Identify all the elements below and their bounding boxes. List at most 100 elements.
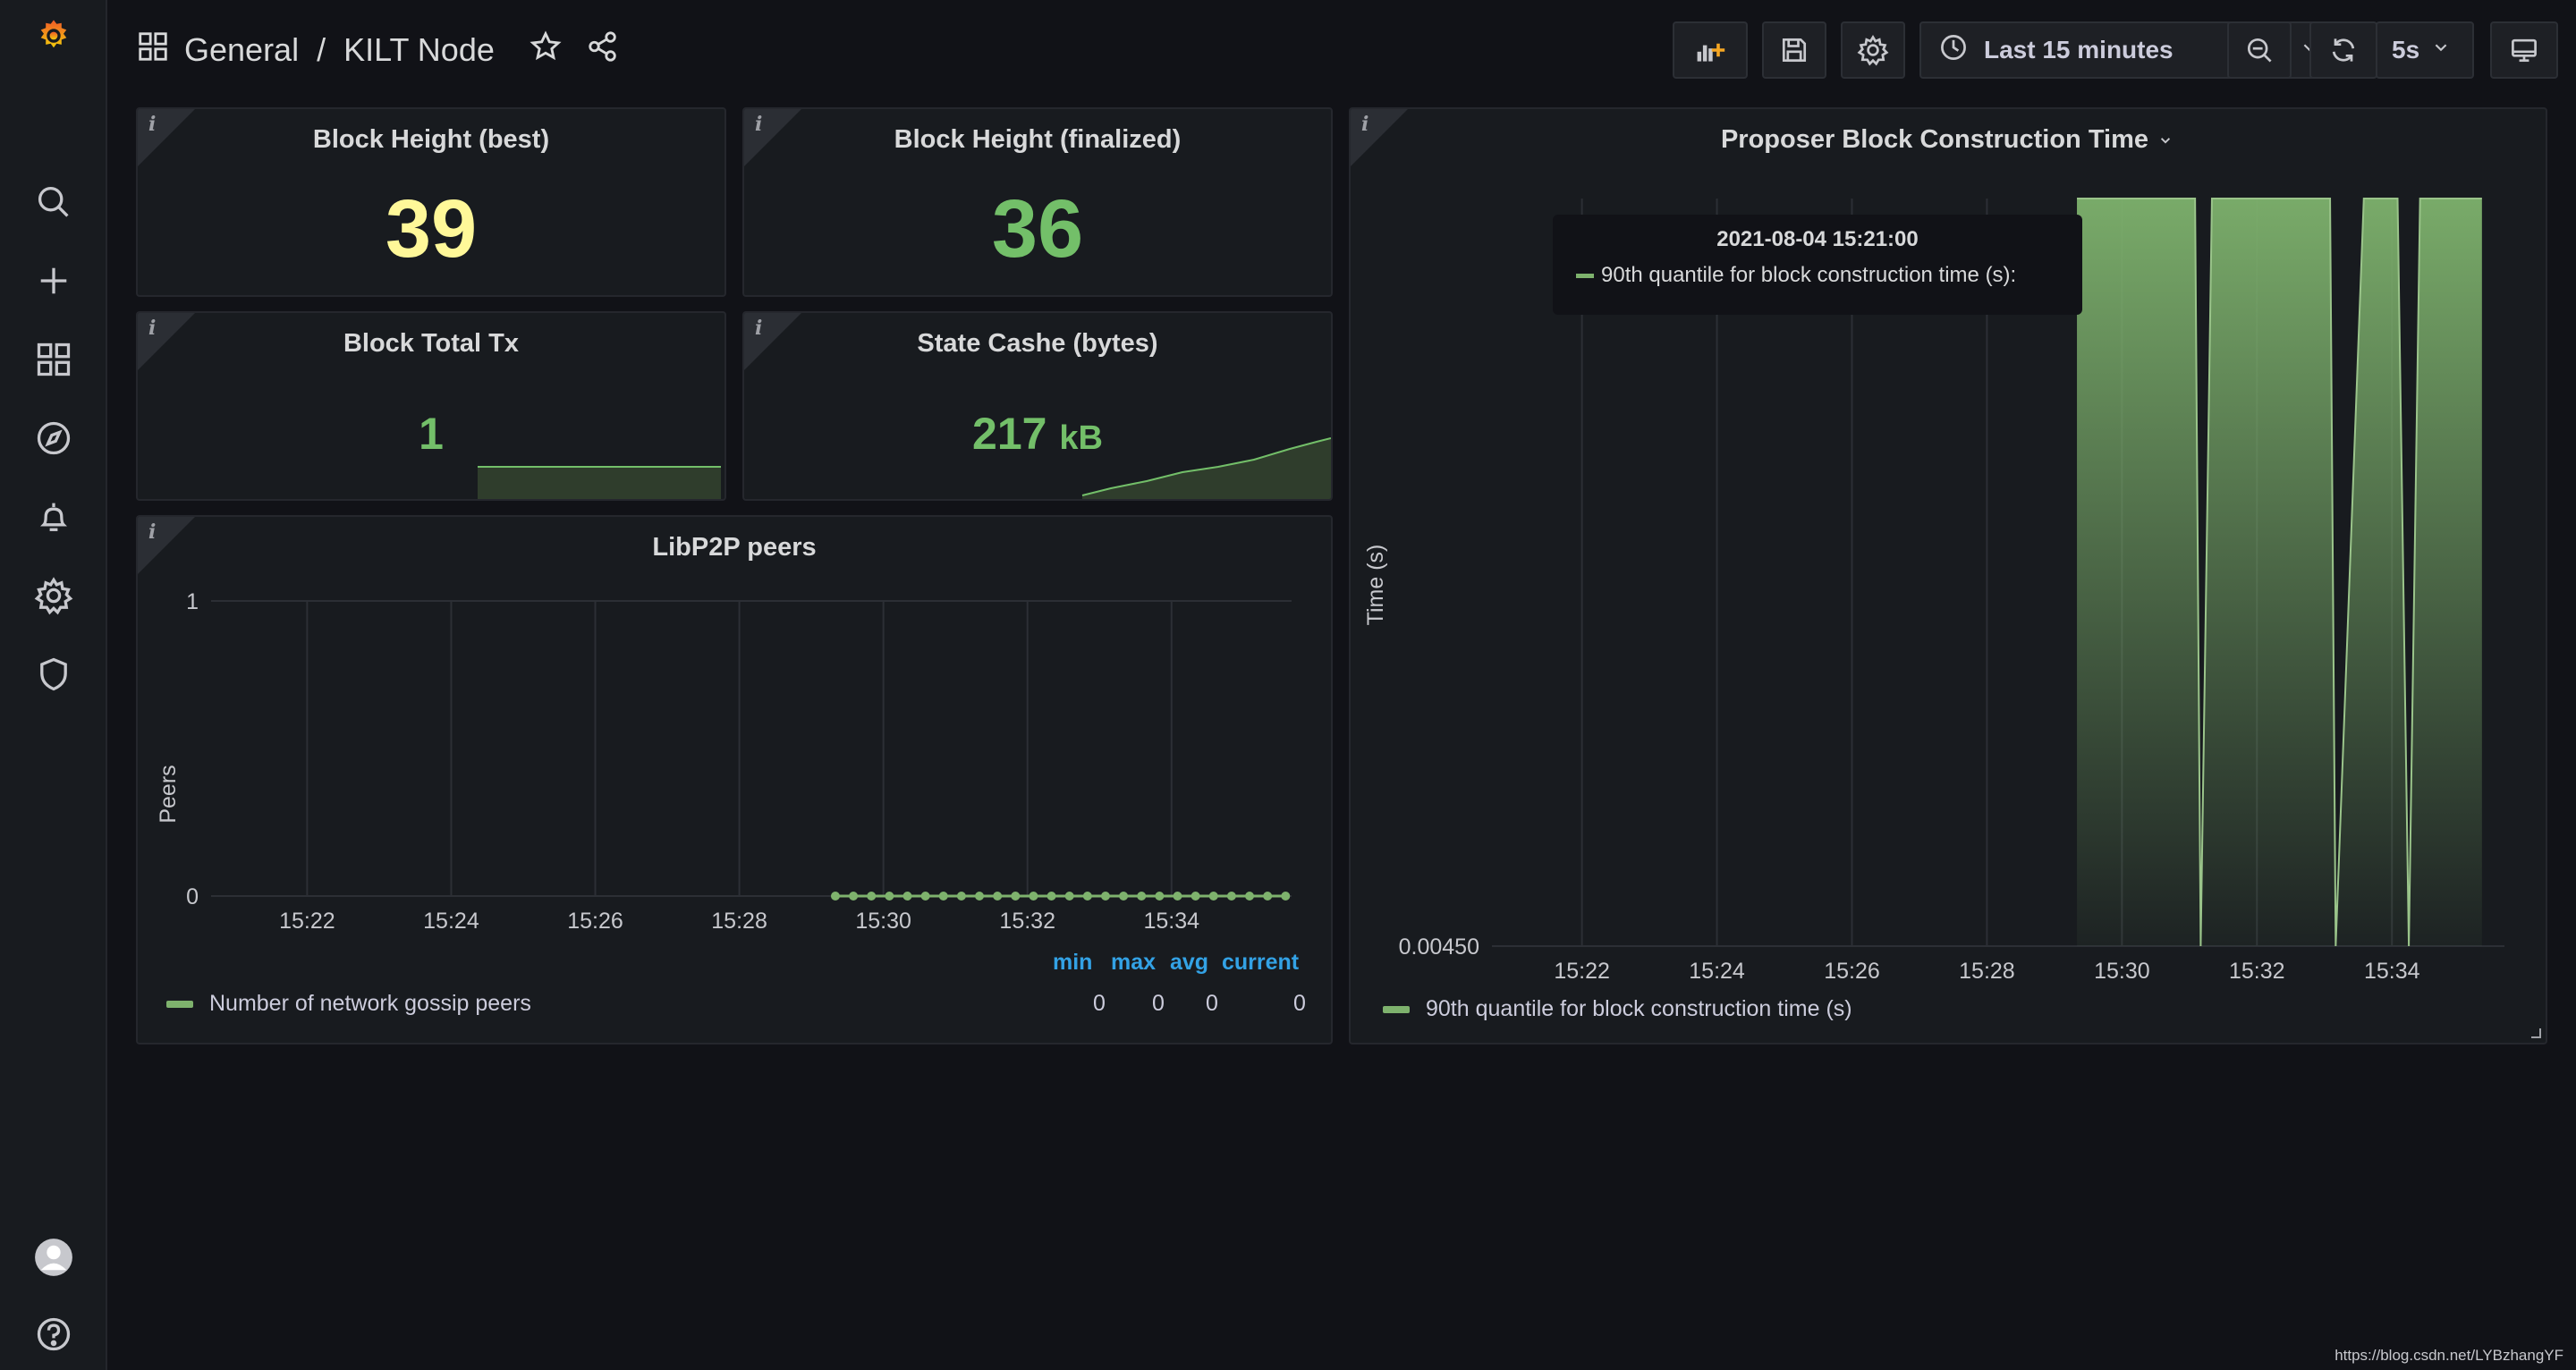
y-axis-label: Time (s) xyxy=(1363,545,1388,626)
panel-title[interactable]: LibP2P peers xyxy=(652,533,817,562)
tv-mode-button[interactable] xyxy=(2490,21,2558,79)
tooltip-series: 90th quantile for block construction tim… xyxy=(1601,263,2017,287)
dashboards-grid-icon xyxy=(136,30,170,72)
dashboard-settings-button[interactable] xyxy=(1841,21,1905,79)
x-tick-label: 15:24 xyxy=(423,909,479,934)
y-axis-label: Peers xyxy=(156,765,181,823)
panel-corner xyxy=(1351,109,1408,166)
x-tick-label: 15:28 xyxy=(711,909,767,934)
breadcrumb-separator: / xyxy=(317,31,326,68)
panel-corner xyxy=(744,109,801,166)
bell-icon[interactable] xyxy=(30,494,77,540)
zoom-out-button[interactable] xyxy=(2227,21,2292,79)
y-ticks: 01 xyxy=(186,589,199,909)
info-icon[interactable]: i xyxy=(148,113,157,136)
x-tick-label: 15:22 xyxy=(1554,959,1610,984)
peers-graph[interactable]: Peers 01 15:22 15:24 15:26 15:28 15:30 15:32 1… xyxy=(138,517,1333,1044)
save-dashboard-button[interactable] xyxy=(1762,21,1826,79)
info-icon[interactable]: i xyxy=(755,113,763,136)
panel-proposer-block-time[interactable]: i Proposer Block Construction Time Time … xyxy=(1349,107,2547,1044)
data-point xyxy=(938,892,948,901)
sparkline xyxy=(478,466,721,499)
graph-tooltip: 2021-08-04 15:21:00 90th quantile for bl… xyxy=(1553,215,2082,315)
data-point xyxy=(1226,892,1236,901)
legend-item[interactable]: 90th quantile for block construction tim… xyxy=(1383,996,1852,1022)
series-block-construction-time xyxy=(2077,198,2482,947)
legend-swatch xyxy=(166,1000,193,1008)
legend-header-min[interactable]: min xyxy=(1053,950,1093,975)
panel-title[interactable]: Proposer Block Construction Time xyxy=(1351,125,2546,155)
panel-state-cache[interactable]: i State Cashe (bytes) 217 kB xyxy=(742,311,1333,501)
dashboard-title[interactable]: KILT Node xyxy=(343,31,495,68)
y-ticks: 0.00450 xyxy=(1399,934,1479,960)
panel-title[interactable]: Block Total Tx xyxy=(343,329,520,358)
resize-handle-icon[interactable] xyxy=(2529,1027,2542,1039)
x-tick-label: 15:30 xyxy=(2094,959,2150,984)
search-icon[interactable] xyxy=(30,179,77,225)
sparkline xyxy=(1081,437,1331,499)
panel-block-height-best[interactable]: i Block Height (best) 39 xyxy=(136,107,726,297)
add-panel-button[interactable] xyxy=(1673,21,1748,79)
data-point xyxy=(920,892,930,901)
legend-header-avg[interactable]: avg xyxy=(1170,950,1209,975)
grafana-logo-icon[interactable] xyxy=(30,13,77,59)
panel-block-total-tx[interactable]: i Block Total Tx 1 xyxy=(136,311,726,501)
info-icon[interactable]: i xyxy=(148,520,157,544)
legend-series-name: Number of network gossip peers xyxy=(209,991,531,1016)
panel-title[interactable]: Block Height (finalized) xyxy=(894,125,1182,154)
refresh-interval-picker[interactable]: 5s xyxy=(2376,21,2474,79)
data-point xyxy=(1263,892,1273,901)
series-area xyxy=(2077,199,2482,946)
y-tick-label: 0.00450 xyxy=(1399,934,1479,960)
legend-value-min: 0 xyxy=(1093,991,1106,1016)
plus-icon[interactable] xyxy=(30,258,77,304)
top-navbar: General / KILT Node Last 15 minutes 5s xyxy=(107,0,2576,100)
breadcrumb-folder[interactable]: General xyxy=(184,31,300,68)
x-ticks: 15:22 15:24 15:26 15:28 15:30 15:32 15:34 xyxy=(1554,959,2419,984)
proposer-graph[interactable]: Time (s) 0.00450 15:22 15:24 15:26 15:28 15:… xyxy=(1351,109,2547,1044)
panel-corner xyxy=(138,109,195,166)
data-point xyxy=(902,892,912,901)
time-range-label: Last 15 minutes xyxy=(1984,36,2174,63)
series-gossip-peers xyxy=(830,892,1291,901)
star-icon[interactable] xyxy=(529,30,563,72)
x-tick-label: 15:30 xyxy=(855,909,911,934)
info-icon[interactable]: i xyxy=(755,317,763,340)
avatar-icon[interactable] xyxy=(30,1234,77,1281)
data-point xyxy=(1064,892,1074,901)
info-icon[interactable]: i xyxy=(148,317,157,340)
data-point xyxy=(1029,892,1038,901)
legend-header-max[interactable]: max xyxy=(1111,950,1157,975)
panel-corner xyxy=(138,313,195,370)
shield-icon[interactable] xyxy=(30,651,77,698)
legend-item[interactable]: Number of network gossip peers xyxy=(166,991,531,1017)
panel-title-text: Proposer Block Construction Time xyxy=(1720,125,2148,154)
data-point xyxy=(1100,892,1110,901)
legend-value-max: 0 xyxy=(1152,991,1165,1016)
panel-title[interactable]: State Cashe (bytes) xyxy=(917,329,1158,358)
x-tick-label: 15:34 xyxy=(2364,959,2420,984)
help-icon[interactable] xyxy=(30,1311,77,1357)
stat-unit: kB xyxy=(1059,419,1103,457)
sparkline-line xyxy=(1081,437,1331,496)
info-icon[interactable]: i xyxy=(1361,113,1369,136)
share-icon[interactable] xyxy=(586,30,620,72)
data-point xyxy=(1119,892,1129,901)
tooltip-row: 90th quantile for block construction tim… xyxy=(1576,263,2059,288)
panel-block-height-finalized[interactable]: i Block Height (finalized) 36 xyxy=(742,107,1333,297)
legend-series-name: 90th quantile for block construction tim… xyxy=(1426,996,1852,1021)
panel-title[interactable]: Block Height (best) xyxy=(312,125,550,154)
data-point xyxy=(1082,892,1092,901)
watermark: https://blog.csdn.net/LYBzhangYF xyxy=(2334,1347,2563,1364)
dashboards-grid-icon[interactable] xyxy=(30,336,77,383)
x-tick-label: 15:34 xyxy=(1143,909,1199,934)
y-tick-label: 1 xyxy=(186,589,199,614)
x-ticks: 15:22 15:24 15:26 15:28 15:30 15:32 15:34 xyxy=(279,909,1199,934)
legend-header-current[interactable]: current xyxy=(1222,950,1300,975)
refresh-button[interactable] xyxy=(2309,21,2377,79)
gear-icon[interactable] xyxy=(30,572,77,619)
x-tick-label: 15:32 xyxy=(999,909,1055,934)
data-point xyxy=(1191,892,1200,901)
compass-icon[interactable] xyxy=(30,415,77,461)
